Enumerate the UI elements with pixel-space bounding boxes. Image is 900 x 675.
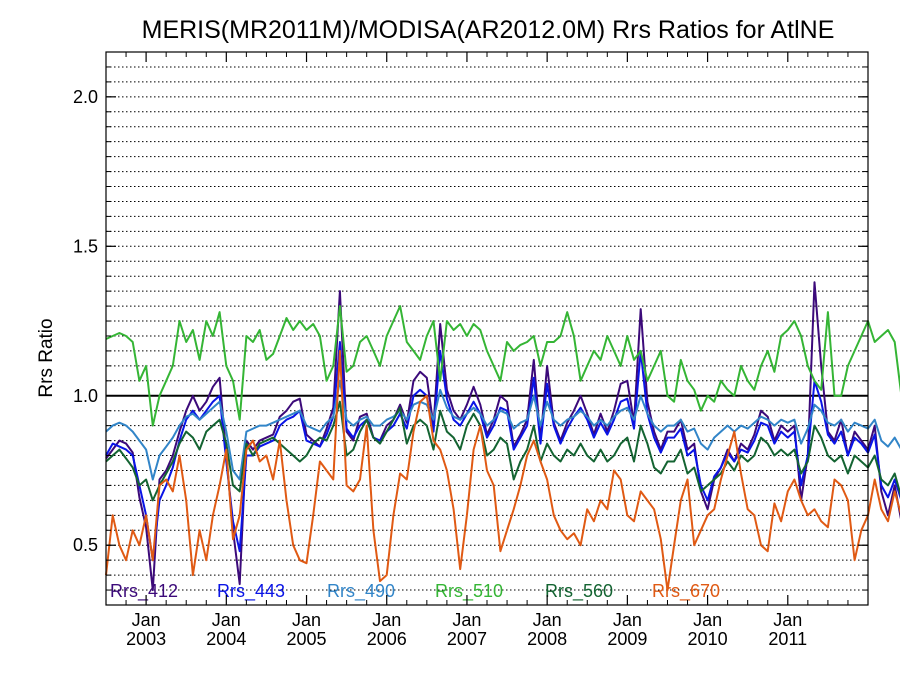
series-line-rrs-490 (105, 379, 900, 481)
y-tick-label: 2.0 (73, 87, 98, 107)
x-tick-month: Jan (533, 610, 562, 630)
x-tick-year: 2005 (287, 629, 327, 649)
series-line-rrs-412 (105, 281, 900, 592)
x-tick-month: Jan (613, 610, 642, 630)
x-tick-month: Jan (212, 610, 241, 630)
x-tick-year: 2006 (367, 629, 407, 649)
x-tick-year: 2009 (607, 629, 647, 649)
x-tick-month: Jan (693, 610, 722, 630)
series-line-rrs-670 (105, 349, 900, 592)
legend-entry-rrs-412: Rrs_412 (110, 581, 178, 602)
legend-entry-rrs-560: Rrs_560 (545, 581, 613, 602)
y-tick-label: 0.5 (73, 535, 98, 555)
x-tick-month: Jan (773, 610, 802, 630)
x-tick-year: 2007 (447, 629, 487, 649)
legend: Rrs_412 Rrs_443 Rrs_490 Rrs_510 Rrs_560 Rrs_6… (110, 581, 720, 602)
chart-title: MERIS(MR2011M)/MODISA(AR2012.0M) Rrs Rat… (142, 16, 835, 44)
x-tick-year: 2011 (768, 629, 807, 649)
legend-entry-rrs-490: Rrs_490 (327, 581, 395, 602)
y-tick-label: 1.5 (73, 236, 98, 256)
legend-entry-rrs-670: Rrs_670 (652, 581, 720, 602)
y-tick-label: 1.0 (73, 386, 98, 406)
legend-entry-rrs-443: Rrs_443 (217, 581, 285, 602)
plot-frame (105, 51, 869, 606)
x-tick-month: Jan (132, 610, 161, 630)
x-tick-month: Jan (452, 610, 481, 630)
x-tick-year: 2003 (126, 629, 166, 649)
series-lines (105, 281, 900, 592)
x-tick-year: 2010 (688, 629, 728, 649)
x-tick-month: Jan (372, 610, 401, 630)
grid-lines (106, 66, 868, 591)
y-axis-label: Rrs Ratio (36, 318, 57, 397)
y-axis-ticks: 0.5 1.0 1.5 2.0 (73, 66, 868, 591)
x-axis-ticks: Jan2003Jan2004Jan2005Jan2006Jan2007Jan20… (125, 52, 849, 649)
series-line-rrs-510 (105, 305, 900, 427)
x-tick-year: 2008 (527, 629, 567, 649)
legend-entry-rrs-510: Rrs_510 (435, 581, 503, 602)
series-line-rrs-560 (105, 400, 900, 502)
x-tick-month: Jan (292, 610, 321, 630)
x-tick-year: 2004 (206, 629, 246, 649)
